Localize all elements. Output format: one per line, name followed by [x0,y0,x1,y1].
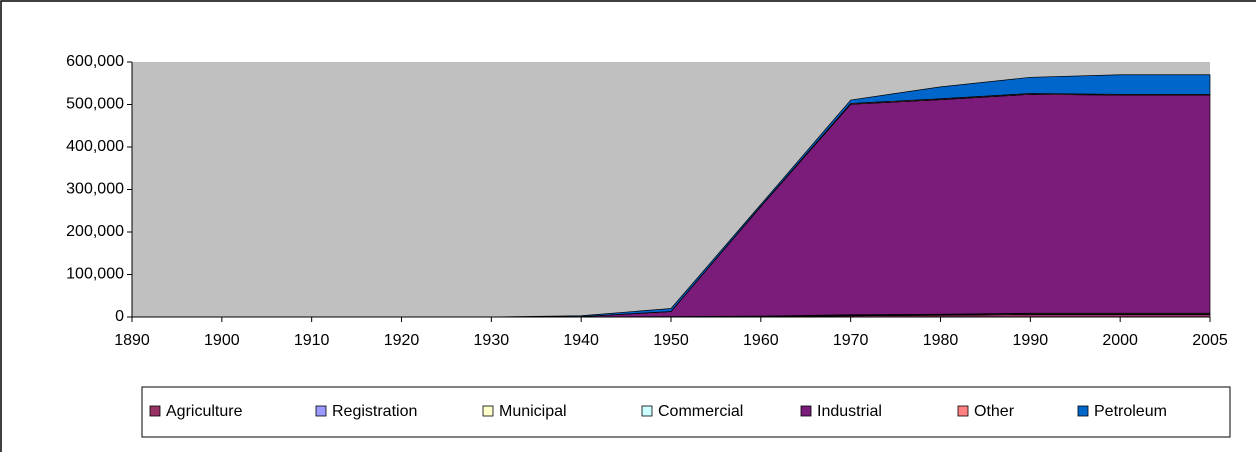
legend-swatch [315,405,327,417]
legend-swatch [641,405,653,417]
x-tick-label: 2000 [1102,332,1138,349]
legend-label: Agriculture [166,403,243,420]
legend-label: Other [974,403,1015,420]
x-tick-label: 1940 [563,332,599,349]
x-tick-label: 1980 [923,332,959,349]
y-tick-label: 400,000 [66,138,124,155]
x-tick-label: 1900 [204,332,240,349]
legend-label: Industrial [817,403,882,420]
x-tick-label: 1970 [833,332,869,349]
x-tick-label: 1920 [384,332,420,349]
y-tick-label: 200,000 [66,223,124,240]
legend-label: Petroleum [1094,403,1167,420]
legend-swatch [149,405,161,417]
x-tick-label: 2005 [1192,332,1228,349]
legend-swatch [1077,405,1089,417]
legend-swatch [482,405,494,417]
y-tick-label: 100,000 [66,266,124,283]
legend-label: Registration [332,403,417,420]
x-tick-label: 1890 [114,332,150,349]
y-tick-label: 600,000 [66,53,124,70]
x-tick-label: 1910 [294,332,330,349]
x-tick-label: 1930 [474,332,510,349]
legend-label: Commercial [658,403,743,420]
legend-swatch [800,405,812,417]
legend-swatch [957,405,969,417]
legend-label: Municipal [499,403,567,420]
y-tick-label: 300,000 [66,181,124,198]
y-tick-label: 0 [115,308,124,325]
x-tick-label: 1950 [653,332,689,349]
x-tick-label: 1990 [1013,332,1049,349]
y-tick-label: 500,000 [66,96,124,113]
x-tick-label: 1960 [743,332,779,349]
